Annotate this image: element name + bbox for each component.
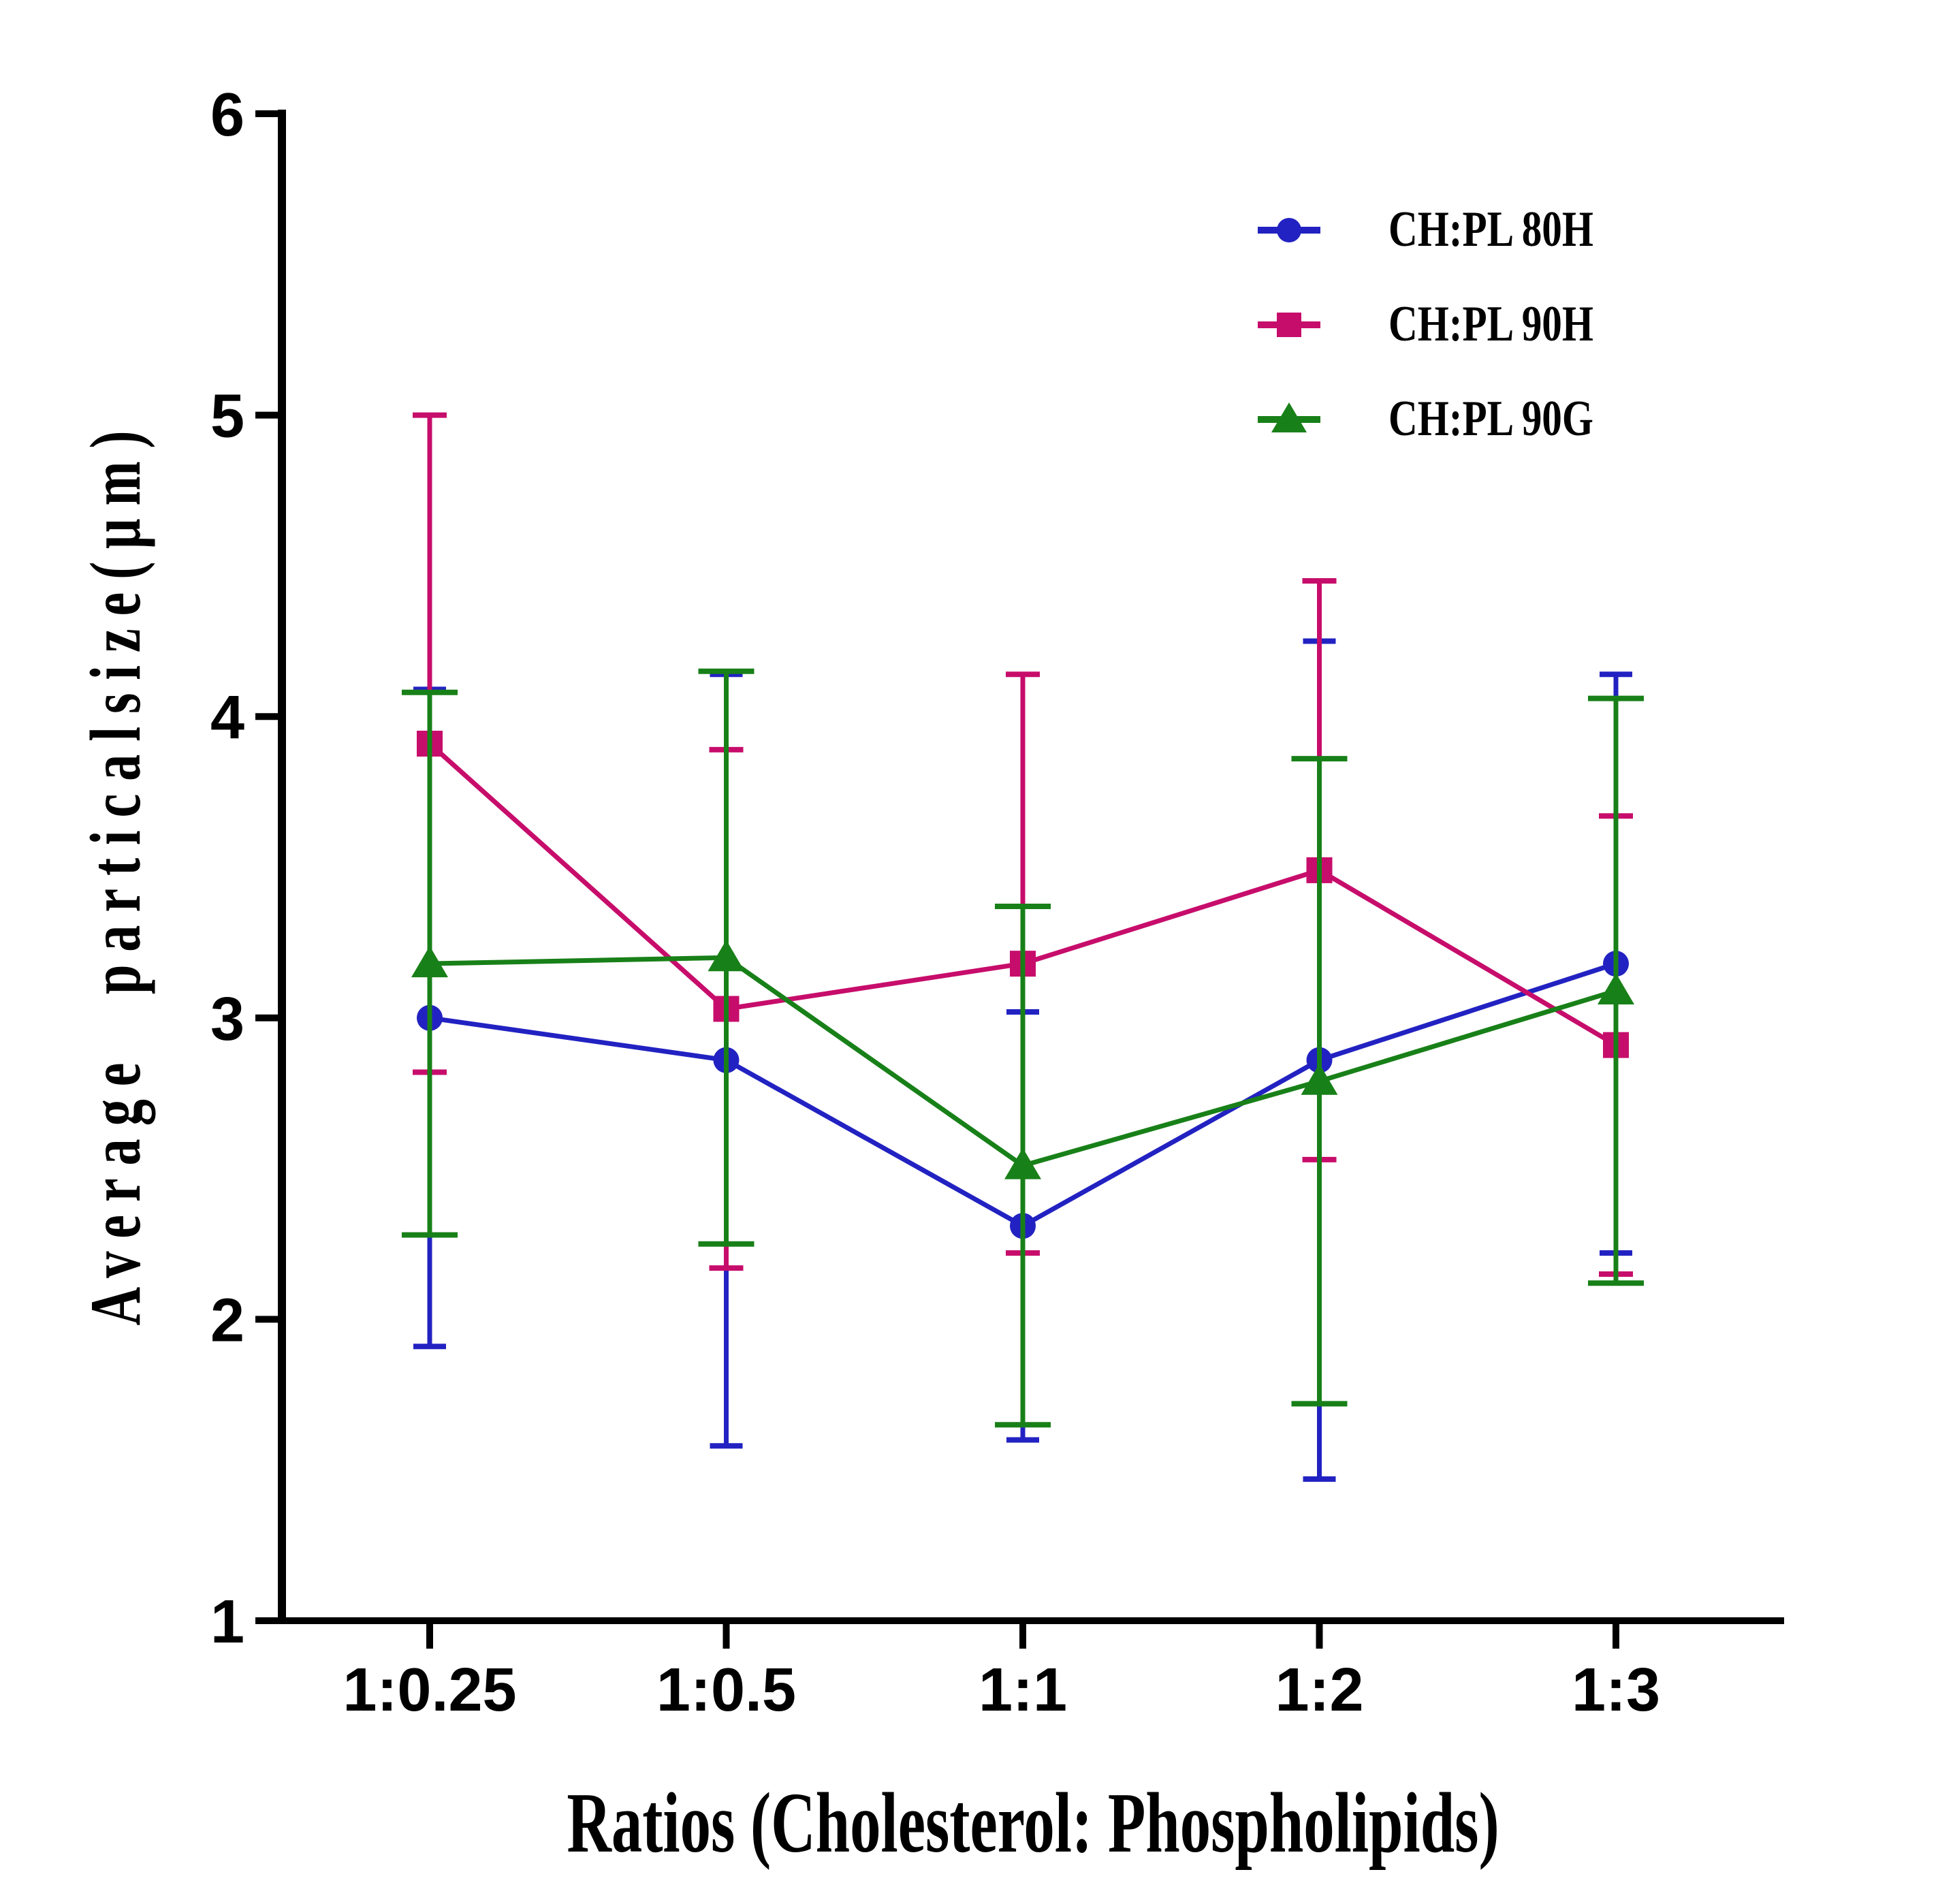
legend-item: CH:PL 90H [1256, 277, 1645, 372]
y-tick-label: 2 [210, 1286, 244, 1354]
y-tick-label: 5 [210, 383, 244, 451]
y-axis-title: Average particalsize(μm) [76, 417, 155, 1326]
y-tick-label: 6 [210, 81, 244, 149]
legend-circle-marker-icon [1258, 217, 1320, 242]
triangle-marker-icon [1598, 972, 1634, 1004]
y-tick-label: 4 [210, 684, 244, 752]
x-tick-label: 1:3 [1572, 1656, 1660, 1724]
triangle-marker-icon [708, 940, 745, 972]
legend: CH:PL 80H CH:PL 90H CH:PL 90G [1256, 183, 1645, 466]
axes [278, 110, 1784, 1624]
legend-label: CH:PL 90H [1388, 296, 1593, 352]
legend-label: CH:PL 80H [1388, 202, 1593, 257]
triangle-marker-icon [1301, 1063, 1338, 1095]
y-tick-label: 1 [210, 1588, 244, 1656]
triangle-marker-icon [1271, 402, 1307, 432]
x-tick-label: 1:2 [1275, 1656, 1363, 1724]
legend-square-marker-icon [1258, 312, 1320, 337]
triangle-marker-icon [1004, 1147, 1041, 1179]
x-tick-label: 1:0.25 [343, 1656, 516, 1724]
square-marker-icon [1277, 312, 1301, 337]
x-axis-title: Ratios (Cholesterol: Phospholipids) [567, 1776, 1499, 1871]
triangle-marker-icon [411, 946, 448, 978]
legend-item: CH:PL 90G [1256, 372, 1645, 466]
series-ch-pl-90g [402, 668, 1644, 1428]
circle-marker-icon [1277, 217, 1301, 242]
tick-marks [255, 110, 1619, 1649]
legend-label: CH:PL 90G [1388, 391, 1593, 447]
legend-item: CH:PL 80H [1256, 183, 1645, 277]
x-tick-label: 1:0.5 [656, 1656, 796, 1724]
x-tick-label: 1:1 [979, 1656, 1067, 1724]
y-tick-label: 3 [210, 985, 244, 1053]
tick-labels: 1 2 3 4 5 6 1:0.25 1:0.5 1:1 1:2 1:3 [210, 81, 1660, 1724]
legend-triangle-marker-icon [1258, 402, 1320, 432]
